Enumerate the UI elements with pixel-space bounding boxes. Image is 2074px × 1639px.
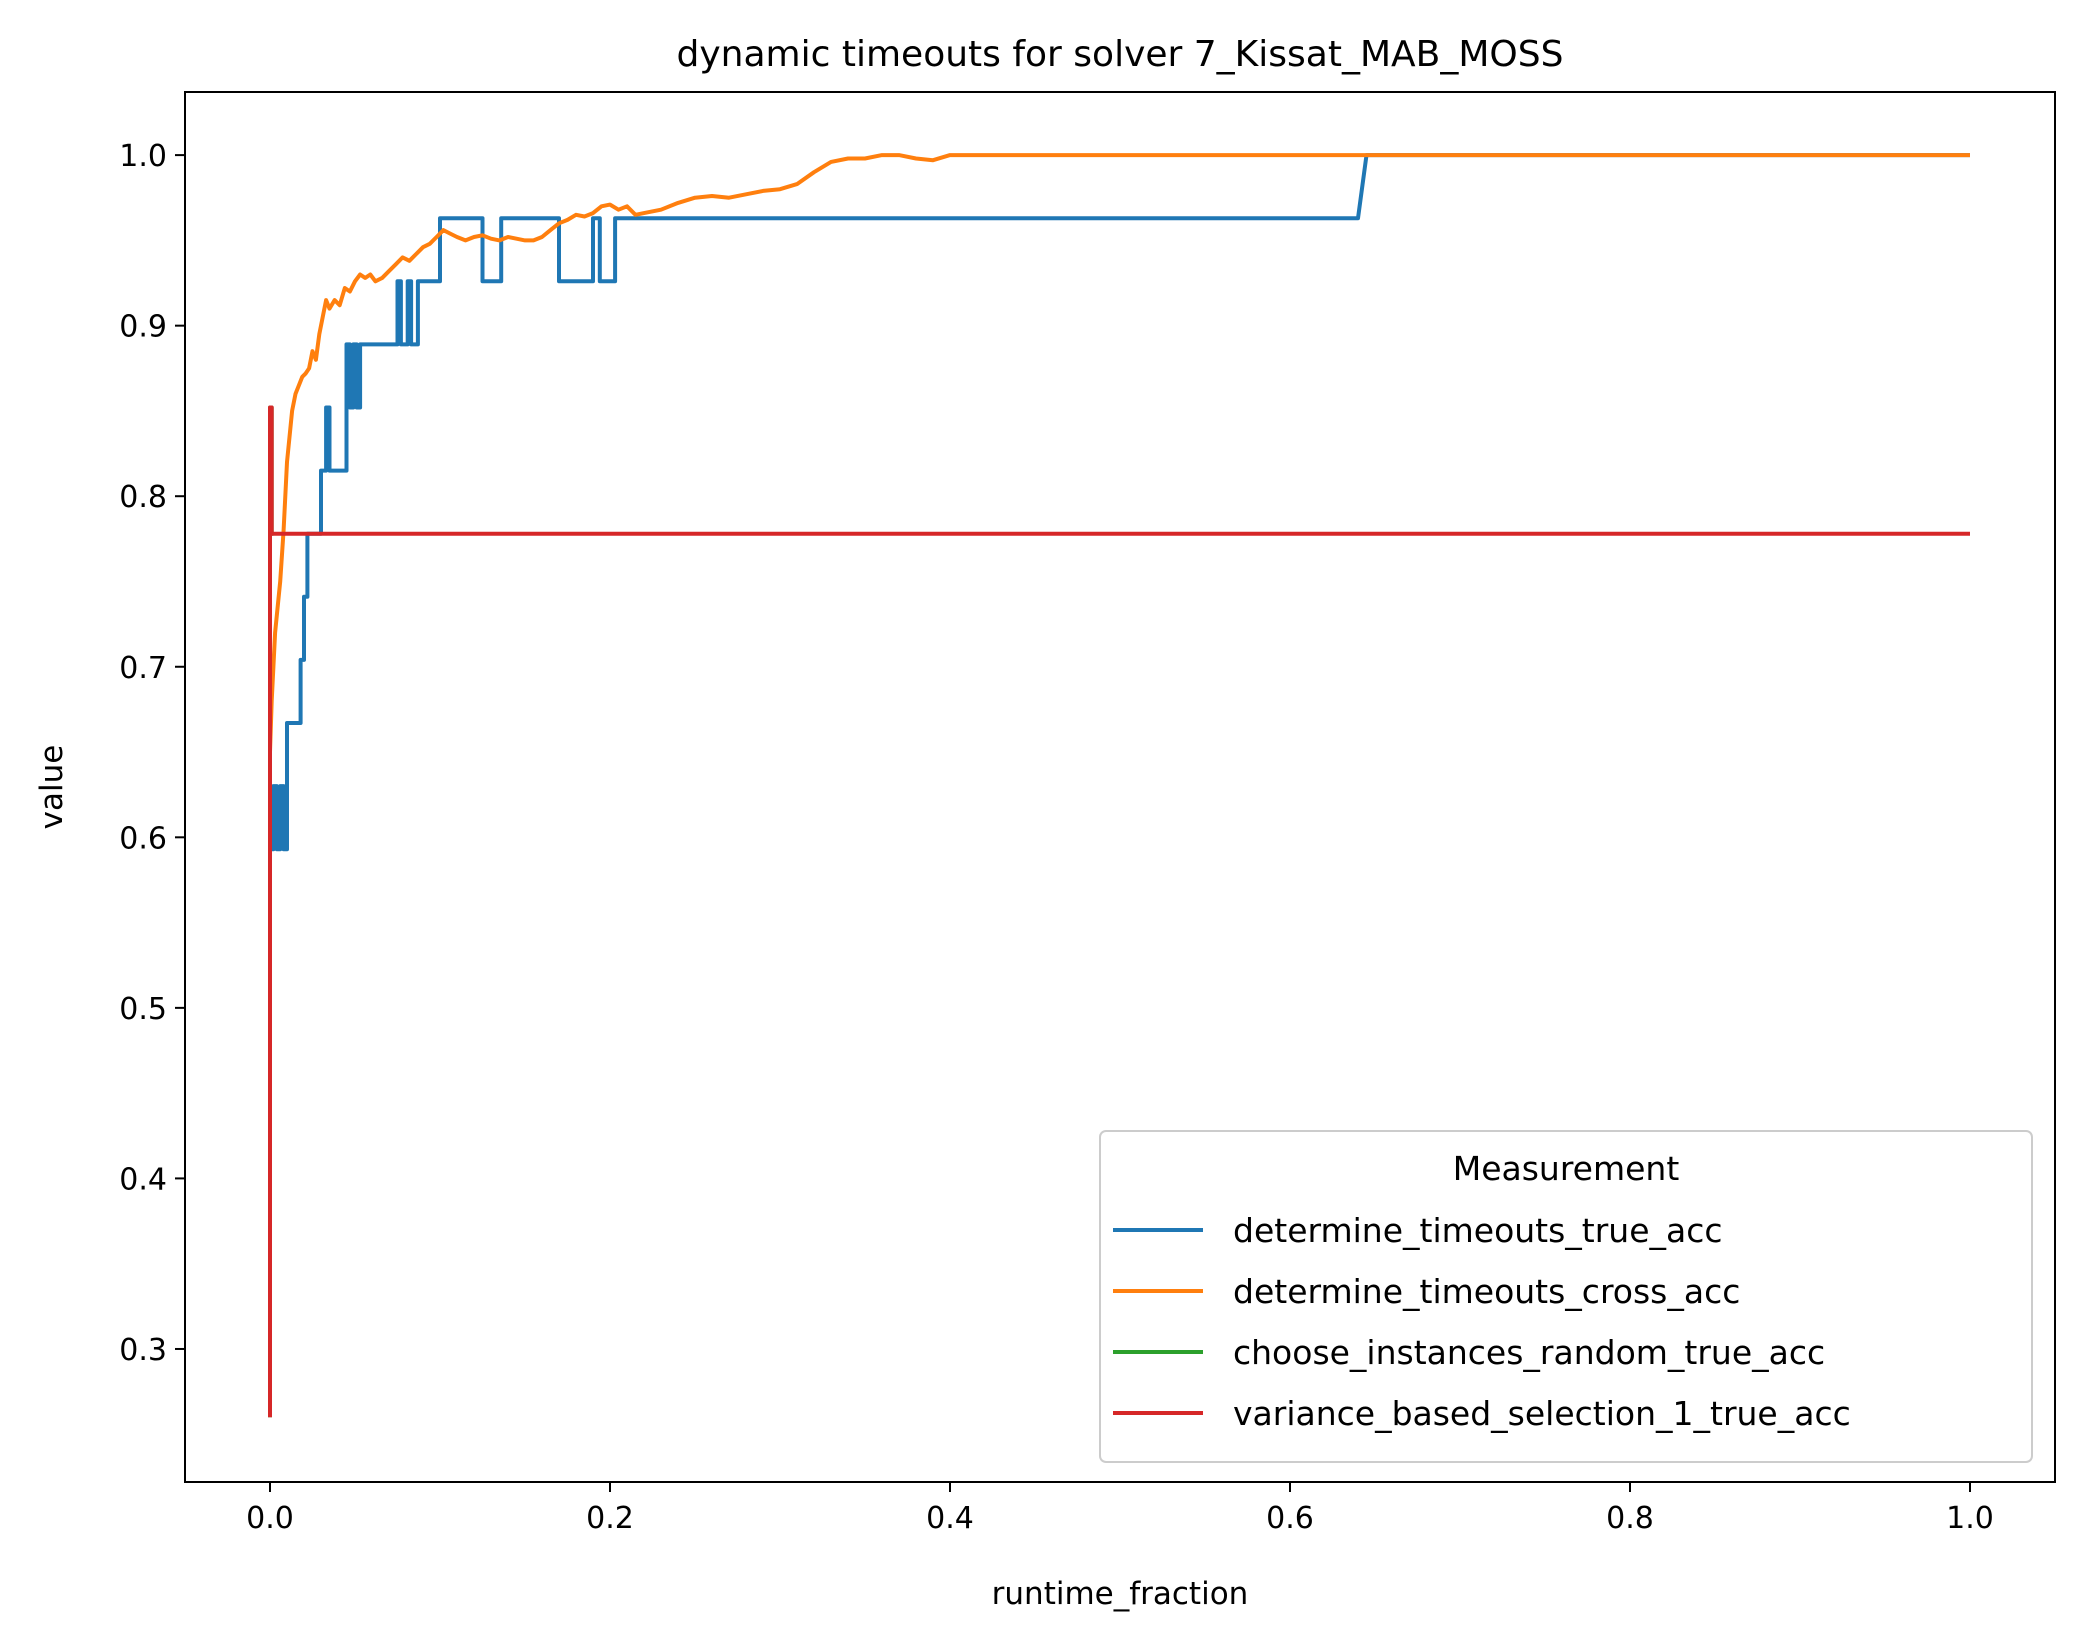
y-axis-label: value bbox=[34, 745, 70, 830]
y-tick-label: 0.3 bbox=[119, 1333, 167, 1368]
y-tick-label: 0.6 bbox=[119, 821, 167, 856]
x-axis-label: runtime_fraction bbox=[992, 1576, 1249, 1612]
plot-area bbox=[184, 91, 2056, 1483]
legend-label: determine_timeouts_cross_acc bbox=[1233, 1272, 1740, 1311]
legend-label: variance_based_selection_1_true_acc bbox=[1233, 1394, 1851, 1433]
y-tick-label: 0.5 bbox=[119, 992, 167, 1027]
x-tick-label: 0.6 bbox=[1266, 1501, 1314, 1536]
x-axis: 0.0 0.2 0.4 0.6 0.8 1.0 bbox=[246, 1482, 1994, 1536]
legend-box bbox=[1099, 1130, 2033, 1463]
x-tick-label: 0.0 bbox=[246, 1501, 294, 1536]
y-tick-label: 1.0 bbox=[119, 139, 167, 174]
series-layer bbox=[268, 153, 1970, 1418]
x-tick-label: 0.8 bbox=[1606, 1501, 1654, 1536]
y-tick-label: 0.4 bbox=[119, 1162, 167, 1197]
series-line-2 bbox=[268, 153, 1970, 753]
x-tick-label: 1.0 bbox=[1946, 1501, 1994, 1536]
legend-entries: determine_timeouts_true_acc determine_tim… bbox=[1113, 1211, 1851, 1433]
y-tick-label: 0.8 bbox=[119, 480, 167, 515]
legend: Measurement determine_timeouts_true_accd… bbox=[1099, 1130, 2033, 1463]
plot-frame bbox=[184, 91, 2056, 1483]
x-tick-label: 0.4 bbox=[926, 1501, 974, 1536]
legend-title: Measurement bbox=[1453, 1149, 1680, 1188]
x-tick-label: 0.2 bbox=[586, 1501, 634, 1536]
y-tick-label: 0.9 bbox=[119, 310, 167, 345]
series-line-4 bbox=[268, 405, 1970, 1418]
y-tick-label: 0.7 bbox=[119, 651, 167, 686]
y-axis: 0.3 0.4 0.5 0.6 0.7 0.8 0.9 1.0 bbox=[119, 139, 185, 1368]
series-line-1 bbox=[268, 153, 1970, 976]
legend-label: choose_instances_random_true_acc bbox=[1233, 1333, 1825, 1372]
legend-label: determine_timeouts_true_acc bbox=[1233, 1211, 1723, 1250]
chart-title: dynamic timeouts for solver 7_Kissat_MAB… bbox=[677, 34, 1564, 75]
